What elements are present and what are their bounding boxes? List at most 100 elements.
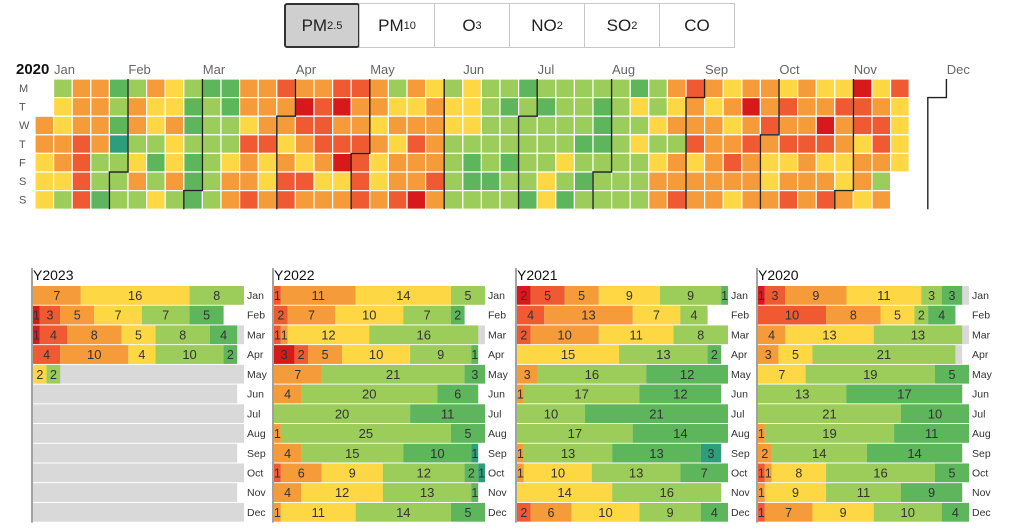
bar-segment-label: 9 <box>792 486 799 500</box>
bar-segment-label: 6 <box>548 506 555 520</box>
calendar-day-cell <box>52 152 73 173</box>
calendar-day-cell <box>294 134 315 155</box>
calendar-day-cell <box>610 115 631 136</box>
calendar-day-cell <box>71 190 92 210</box>
calendar-day-cell <box>201 171 222 192</box>
bar-segment <box>805 364 935 384</box>
calendar-day-cell <box>666 152 687 173</box>
bar-segment <box>141 305 190 325</box>
bar-segment-label: 9 <box>687 289 694 303</box>
bar-segment-label: 1 <box>765 466 772 480</box>
bar-segment-label: 8 <box>850 309 857 323</box>
calendar-day-cell <box>815 78 836 99</box>
bar-segment-label: 10 <box>430 446 444 461</box>
calendar-day-cell <box>536 78 557 99</box>
bar-segment-label: 2 <box>227 348 234 362</box>
month-row-label: Jun <box>731 389 748 401</box>
bar-segment <box>517 345 620 364</box>
tab-no2[interactable]: NO 2 <box>509 3 585 48</box>
month-boundary-line <box>834 79 855 210</box>
calendar-day-cell <box>536 96 557 117</box>
calendar-day-cell <box>71 171 92 192</box>
calendar-day-cell <box>573 171 594 192</box>
calendar-day-cell <box>703 171 724 192</box>
calendar-day-cell <box>146 78 166 99</box>
calendar-day-cell <box>425 190 445 210</box>
bar-segment-label: 7 <box>778 368 785 382</box>
year-panel-title: Y2021 <box>517 267 558 283</box>
calendar-day-cell <box>332 78 352 99</box>
calendar-day-cell <box>332 190 352 210</box>
calendar-day-cell <box>313 190 334 210</box>
calendar-day-cell <box>201 96 222 117</box>
calendar-day-cell <box>499 171 520 192</box>
tab-co[interactable]: CO <box>659 3 735 48</box>
calendar-day-cell <box>146 190 166 210</box>
calendar-day-cell <box>146 96 166 117</box>
bar-segment <box>941 286 963 305</box>
calendar-day-cell <box>722 115 743 136</box>
calendar-day-cell <box>239 134 259 155</box>
calendar-day-cell <box>313 134 334 155</box>
bar-segment-label: 1 <box>33 309 40 323</box>
calendar-day-cell <box>146 134 166 155</box>
tab-pm10[interactable]: PM 10 <box>359 3 435 48</box>
bar-segment <box>471 345 479 364</box>
calendar-day-cell <box>499 96 520 117</box>
month-row-label: Apr <box>972 349 989 361</box>
bar-segment-label: 4 <box>138 348 145 362</box>
month-boundary-line <box>108 79 129 210</box>
bar-segment-label: 11 <box>441 406 455 421</box>
month-row-label: Apr <box>731 349 748 361</box>
calendar-day-cell <box>462 78 482 99</box>
calendar-day-cell <box>183 134 204 155</box>
calendar-day-cell <box>294 152 315 173</box>
bar-segment <box>189 286 244 305</box>
bar-segment <box>941 502 969 522</box>
year-panel-title: Y2020 <box>758 267 799 283</box>
month-row-label: Dec <box>972 507 991 519</box>
calendar-day-cell <box>90 190 111 210</box>
calendar-day-cell <box>294 96 315 117</box>
calendar-day-cell <box>294 115 315 136</box>
calendar-day-cell <box>201 115 222 136</box>
bar-segment <box>764 286 786 305</box>
calendar-day-cell <box>257 134 278 155</box>
calendar-day-cell <box>889 152 910 173</box>
month-row-label: Mar <box>731 329 750 341</box>
calendar-day-cell <box>499 115 520 136</box>
calendar-day-cell <box>796 152 817 173</box>
month-label: Dec <box>947 62 971 77</box>
calendar-day-cell <box>778 152 799 173</box>
bar-segment-label: 10 <box>544 406 558 421</box>
bar-segment <box>410 345 472 364</box>
calendar-day-cell <box>350 152 371 173</box>
calendar-day-cell <box>722 96 743 117</box>
bar-segment-label: 2 <box>50 368 57 382</box>
calendar-day-cell <box>871 134 892 155</box>
calendar-day-cell <box>462 134 482 155</box>
bar-segment <box>274 305 288 325</box>
calendar-day-cell <box>71 115 92 136</box>
bar-segment-label: 9 <box>812 289 819 303</box>
calendar-day-cell <box>629 190 650 210</box>
calendar-day-cell <box>127 115 148 136</box>
calendar-day-cell <box>796 115 817 136</box>
bar-segment <box>639 502 701 522</box>
calendar-day-cell <box>871 78 892 99</box>
calendar-day-cell <box>387 134 408 155</box>
tab-so2[interactable]: SO 2 <box>584 3 660 48</box>
bar-segment <box>403 305 451 325</box>
calendar-day-cell <box>220 171 241 192</box>
calendar-day-cell <box>480 152 501 173</box>
calendar-day-cell <box>239 171 259 192</box>
bar-segment <box>121 325 156 345</box>
bar-segment-label: 20 <box>335 406 349 421</box>
bar-segment-label: 9 <box>349 466 356 480</box>
tab-pm25[interactable]: PM 2.5 <box>284 3 360 48</box>
calendar-day-cell <box>517 115 538 136</box>
